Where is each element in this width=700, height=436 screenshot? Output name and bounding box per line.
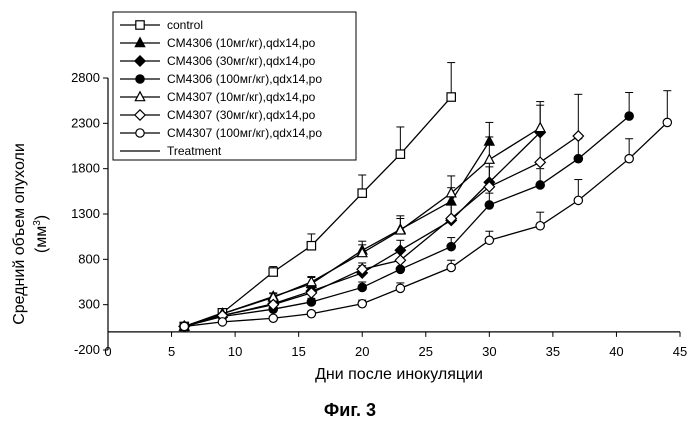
legend-marker-circle-filled — [136, 75, 144, 83]
data-point-triangle-open — [535, 123, 544, 132]
data-point-circle-open — [625, 154, 633, 162]
x-tick-label: 15 — [291, 344, 305, 359]
data-point-circle-filled — [536, 181, 544, 189]
data-point-square-open — [447, 93, 455, 101]
legend-label: CM4306 (100мг/кг),qdx14,po — [167, 72, 322, 86]
legend-label: CM4307 (30мг/кг),qdx14,po — [167, 108, 316, 122]
data-point-circle-filled — [358, 283, 366, 291]
data-point-circle-filled — [485, 201, 493, 209]
y-axis-label-line2: (мм3) — [32, 215, 50, 253]
legend-label: CM4307 (100мг/кг),qdx14,po — [167, 126, 322, 140]
legend-marker-circle-open — [136, 129, 144, 137]
data-point-square-open — [396, 150, 404, 158]
data-point-circle-open — [269, 314, 277, 322]
data-point-circle-filled — [625, 112, 633, 120]
x-tick-label: 20 — [355, 344, 369, 359]
data-point-triangle-open — [447, 188, 456, 197]
data-point-circle-filled — [307, 298, 315, 306]
y-axis-unit: (мм — [33, 226, 50, 253]
x-tick-label: 0 — [104, 344, 111, 359]
data-point-circle-filled — [447, 242, 455, 250]
data-point-circle-open — [180, 322, 188, 330]
data-point-circle-open — [307, 310, 315, 318]
data-point-diamond-open — [573, 131, 583, 141]
data-point-circle-open — [396, 284, 404, 292]
legend-label: Treatment — [167, 144, 222, 158]
y-axis-label-line1: Средний объем опухоли — [11, 143, 28, 325]
x-tick-label: 35 — [546, 344, 560, 359]
data-point-circle-open — [536, 222, 544, 230]
data-point-triangle-open — [485, 154, 494, 163]
data-point-square-open — [358, 189, 366, 197]
x-tick-label: 40 — [609, 344, 623, 359]
data-point-circle-open — [358, 300, 366, 308]
figure-caption: Фиг. 3 — [0, 400, 700, 421]
x-tick-label: 5 — [168, 344, 175, 359]
y-tick-label: 1800 — [71, 161, 100, 176]
data-point-square-open — [269, 268, 277, 276]
x-tick-label: 45 — [673, 344, 687, 359]
legend-label: CM4306 (30мг/кг),qdx14,po — [167, 54, 316, 68]
data-point-circle-open — [447, 263, 455, 271]
data-point-circle-open — [485, 236, 493, 244]
data-point-circle-open — [218, 318, 226, 326]
x-tick-label: 25 — [419, 344, 433, 359]
x-tick-label: 30 — [482, 344, 496, 359]
data-point-diamond-open — [535, 157, 545, 167]
x-axis-label: Дни после инокуляции — [315, 366, 483, 383]
data-point-circle-open — [663, 118, 671, 126]
legend-marker-square-open — [136, 21, 144, 29]
y-tick-label: 300 — [78, 297, 100, 312]
data-point-circle-filled — [574, 154, 582, 162]
legend-label: CM4307 (10мг/кг),qdx14,po — [167, 90, 316, 104]
data-point-circle-open — [574, 196, 582, 204]
y-tick-label: 800 — [78, 251, 100, 266]
data-point-square-open — [307, 242, 315, 250]
x-tick-label: 10 — [228, 344, 242, 359]
y-axis-unit-close: ) — [33, 215, 50, 220]
legend-label: CM4306 (10мг/кг),qdx14,po — [167, 36, 316, 50]
legend-label: control — [167, 18, 203, 32]
series-line-triangle-filled — [184, 141, 489, 326]
y-tick-label: 2800 — [71, 70, 100, 85]
data-point-circle-filled — [396, 265, 404, 273]
y-tick-label: -200 — [74, 342, 100, 357]
y-tick-label: 1300 — [71, 206, 100, 221]
y-tick-label: 2300 — [71, 115, 100, 130]
